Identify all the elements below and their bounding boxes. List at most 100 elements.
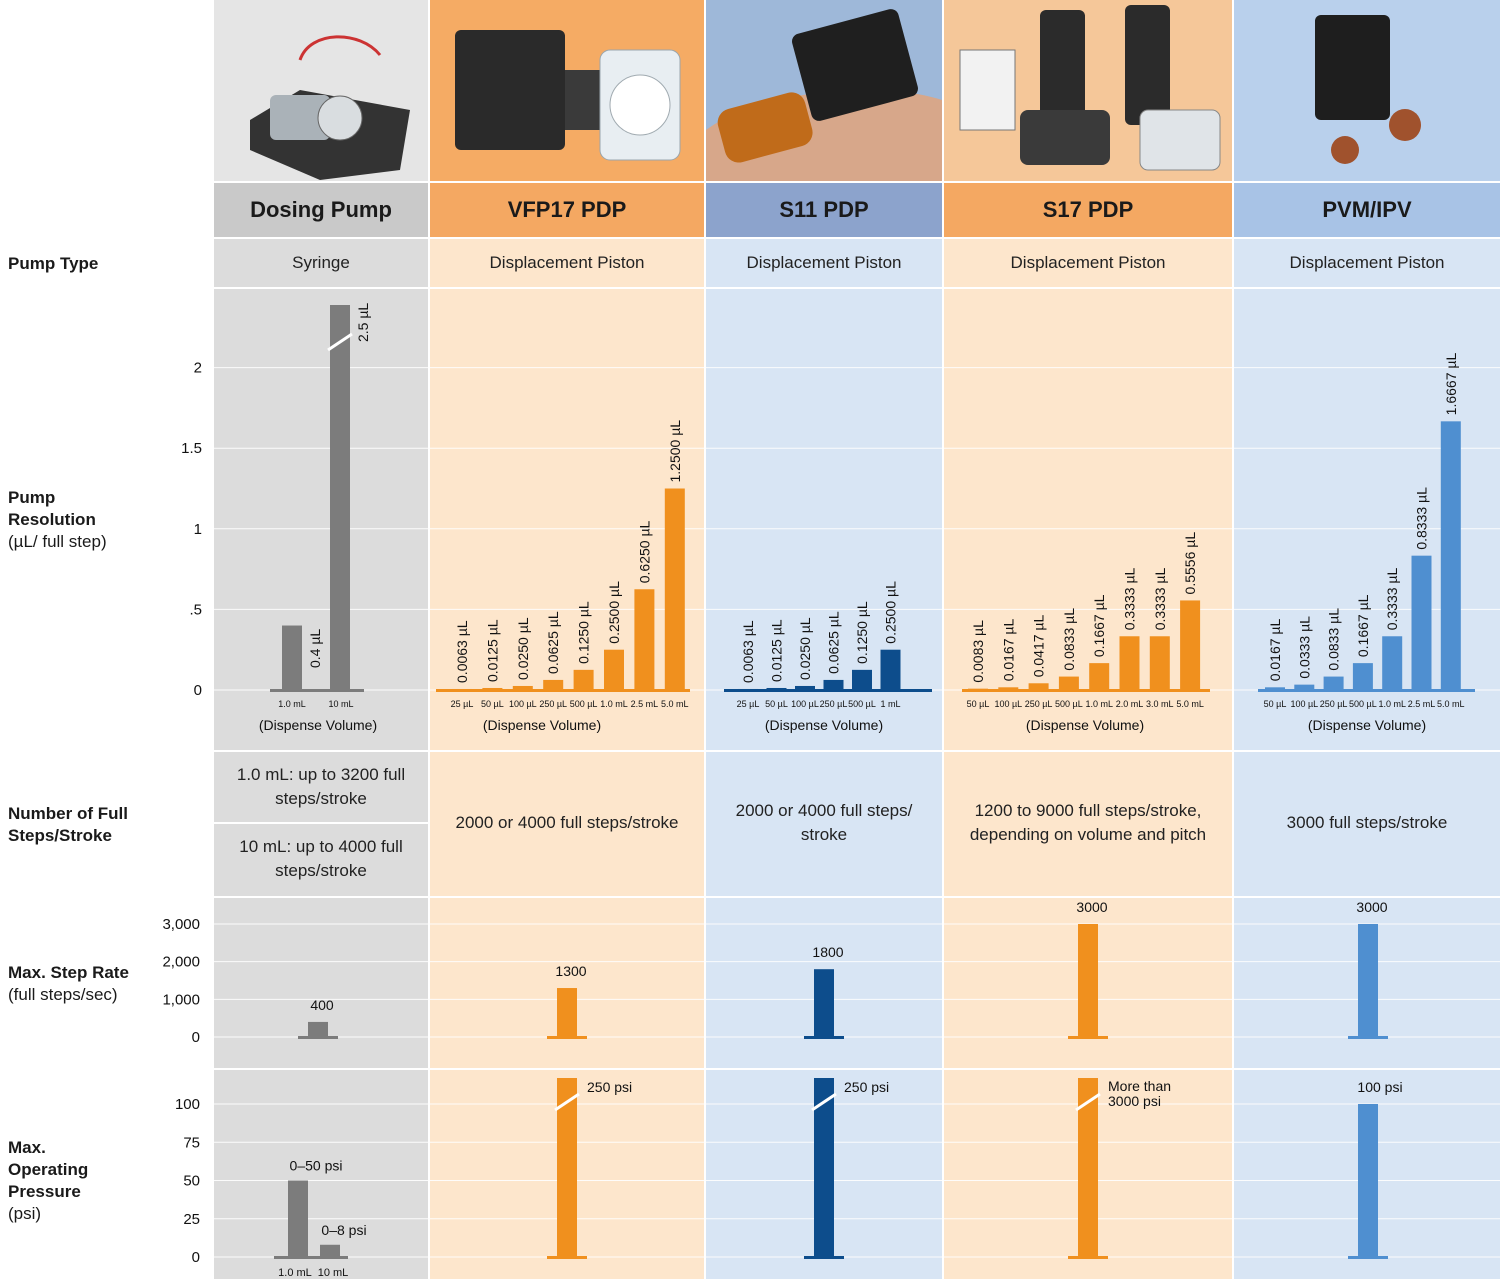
axis-break-mark [811, 1092, 837, 1112]
pressure-y-tick-4: 100 [175, 1096, 200, 1113]
axis-break-mark [554, 1092, 580, 1112]
s17-pump-tall-2 [1125, 5, 1170, 125]
resolution-category-3-5: 2.0 mL [1116, 699, 1144, 709]
pressure-value-label-2: 250 psi [844, 1079, 889, 1095]
resolution-category-3-2: 250 µL [1025, 699, 1053, 709]
steprate-value-label-1: 1300 [555, 963, 586, 979]
steprate-y-tick-2: 2,000 [162, 954, 200, 971]
steprate-bar-4 [1358, 924, 1378, 1037]
resolution-category-4-5: 2.5 mL [1408, 699, 1436, 709]
row-label-full-steps: Number of Full Steps/Stroke [8, 804, 128, 845]
resolution-category-1-5: 1.0 mL [600, 699, 628, 709]
row-separator-2 [214, 896, 1500, 898]
resolution-category-2-4: 500 µL [848, 699, 876, 709]
resolution-value-label-3-2: 0.0417 µL [1031, 615, 1047, 678]
resolution-bar-4-1 [1294, 684, 1315, 690]
resolution-bar-4-0 [1265, 687, 1285, 690]
resolution-y-tick-2: 1 [194, 521, 202, 538]
dosing-pump-motor [270, 95, 330, 140]
pump-type-s11: Displacement Piston [746, 253, 902, 272]
resolution-value-label-1-2: 0.0250 µL [515, 617, 531, 680]
resolution-bar-3-0 [968, 688, 988, 690]
row-separator-0 [214, 287, 1500, 289]
header-vfp17-pdp: VFP17 PDP [430, 183, 704, 237]
resolution-value-label-1-0: 0.0063 µL [454, 620, 470, 683]
resolution-bar-3-2 [1028, 683, 1049, 690]
resolution-category-2-5: 1 mL [880, 699, 900, 709]
pressure-y-tick-2: 50 [183, 1173, 200, 1190]
resolution-y-tick-4: 2 [194, 360, 202, 377]
resolution-bar-4-4 [1382, 636, 1403, 690]
resolution-bar-2-4 [852, 669, 872, 690]
resolution-value-label-1-4: 0.1250 µL [576, 601, 592, 664]
pressure-value-label-line2-3: 3000 psi [1108, 1093, 1161, 1109]
resolution-bar-3-4 [1089, 663, 1110, 690]
resolution-category-3-7: 5.0 mL [1176, 699, 1204, 709]
pump-type-vfp17: Displacement Piston [489, 253, 645, 272]
resolution-value-label-4-3: 0.1667 µL [1355, 594, 1371, 657]
row-label-pump-type: Pump Type [8, 254, 99, 273]
steprate-bar-3 [1078, 924, 1098, 1037]
resolution-value-label-1-7: 1.2500 µL [667, 420, 683, 483]
pressure-value-label-line1-3: More than [1108, 1078, 1171, 1094]
resolution-category-4-3: 500 µL [1349, 699, 1377, 709]
row-label-max-pressure-unit: (psi) [8, 1204, 42, 1223]
resolution-value-label-1-5: 0.2500 µL [606, 581, 622, 644]
resolution-bar-1-4 [573, 669, 594, 690]
pump-type-pvm-ipv: Displacement Piston [1289, 253, 1445, 272]
resolution-value-label-2-2: 0.0250 µL [797, 617, 813, 680]
resolution-value-label-3-7: 0.5556 µL [1182, 532, 1198, 595]
resolution-category-4-0: 50 µL [1264, 699, 1287, 709]
axis-break-mark [327, 332, 353, 352]
resolution-value-label-0-0: 0.4 µL [307, 629, 323, 668]
row-label-max-pressure-title: Max. Operating Pressure [8, 1138, 89, 1201]
resolution-xlabel-3: (Dispense Volume) [1026, 717, 1144, 733]
resolution-bar-4-5 [1411, 555, 1432, 690]
resolution-bar-3-5 [1119, 636, 1140, 690]
steprate-value-label-2: 1800 [812, 944, 843, 960]
pressure-bar-2 [814, 1078, 834, 1257]
resolution-value-label-2-3: 0.0625 µL [826, 611, 842, 674]
row-label-pump-resolution-unit: (µL/ full step) [8, 532, 107, 551]
resolution-category-3-4: 1.0 mL [1085, 699, 1113, 709]
pump-type-s17: Displacement Piston [1010, 253, 1166, 272]
s17-pump-tall [1040, 10, 1085, 120]
vfp17-motor [455, 30, 565, 150]
vfp17-coupler [565, 70, 605, 130]
pressure-value-label-0-0: 0–50 psi [290, 1158, 343, 1174]
steps-separator [214, 822, 428, 824]
resolution-bar-0-1 [330, 305, 350, 690]
resolution-bar-1-6 [634, 589, 655, 690]
header-s17-pdp: S17 PDP [944, 183, 1232, 237]
pressure-bar-3 [1078, 1078, 1098, 1257]
pressure-category-0-1: 10 mL [318, 1267, 349, 1279]
pressure-value-label-1: 250 psi [587, 1079, 632, 1095]
resolution-value-label-2-4: 0.1250 µL [854, 601, 870, 664]
row-label-max-step-rate-title: Max. Step Rate [8, 963, 129, 982]
resolution-bar-0-0 [282, 625, 302, 690]
resolution-category-3-1: 100 µL [994, 699, 1022, 709]
resolution-value-label-1-1: 0.0125 µL [484, 619, 500, 682]
resolution-value-label-4-6: 1.6667 µL [1443, 353, 1459, 416]
resolution-bar-1-0 [452, 688, 472, 690]
s17-pumps-photo [959, 5, 1221, 171]
resolution-bar-1-5 [604, 649, 624, 690]
resolution-bar-2-1 [766, 687, 787, 690]
steprate-value-label-0: 400 [310, 997, 334, 1013]
row-separator-3 [214, 1068, 1500, 1070]
dosing-pump-photo [250, 35, 410, 180]
resolution-value-label-3-6: 0.3333 µL [1152, 567, 1168, 630]
pressure-bar-0-0 [288, 1180, 308, 1257]
resolution-bar-2-2 [795, 685, 815, 690]
steps-s11: 2000 or 4000 full steps/ stroke [735, 801, 913, 844]
resolution-value-label-4-2: 0.0833 µL [1326, 608, 1342, 671]
resolution-value-label-3-5: 0.3333 µL [1122, 567, 1138, 630]
steprate-bar-2 [814, 969, 834, 1037]
steprate-y-tick-3: 3,000 [162, 916, 200, 933]
pvm-fitting-2 [1331, 136, 1359, 164]
header-pvm-ipv: PVM/IPV [1234, 183, 1500, 237]
resolution-bar-1-3 [543, 679, 564, 690]
pump-type-dosing-pump: Syringe [292, 253, 350, 272]
pressure-y-tick-0: 0 [192, 1249, 200, 1266]
resolution-value-label-3-3: 0.0833 µL [1061, 608, 1077, 671]
